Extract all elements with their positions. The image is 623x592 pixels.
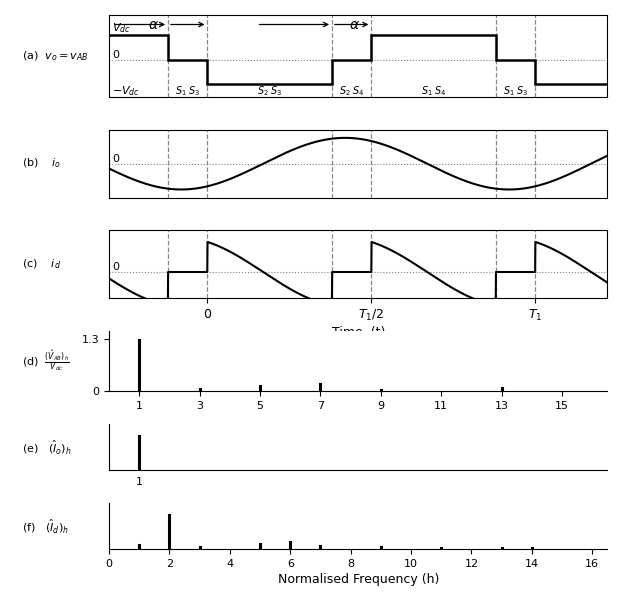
Text: (c)    $i_d$: (c) $i_d$ (22, 258, 61, 271)
X-axis label: Normalised Frequency (h): Normalised Frequency (h) (277, 573, 439, 586)
Text: (e)   $(\hat{I}_o)_h$: (e) $(\hat{I}_o)_h$ (22, 438, 72, 456)
Text: $S_2\;S_4$: $S_2\;S_4$ (339, 84, 364, 98)
Text: $\alpha$: $\alpha$ (148, 18, 159, 31)
Text: $V_{dc}$: $V_{dc}$ (112, 22, 131, 36)
Text: (a)  $v_o = v_{AB}$: (a) $v_o = v_{AB}$ (22, 49, 88, 63)
Text: 1: 1 (136, 477, 143, 487)
Text: (b)    $i_o$: (b) $i_o$ (22, 157, 61, 170)
Text: $S_1\;S_3$: $S_1\;S_3$ (175, 84, 201, 98)
Text: $S_1\;S_4$: $S_1\;S_4$ (421, 84, 447, 98)
Text: $S_1\;S_3$: $S_1\;S_3$ (503, 84, 528, 98)
Text: $\alpha$: $\alpha$ (350, 18, 361, 31)
Text: (f)   $(\hat{I}_d)_h$: (f) $(\hat{I}_d)_h$ (22, 517, 69, 535)
Text: $-V_{dc}$: $-V_{dc}$ (112, 84, 140, 98)
X-axis label: Time  (t): Time (t) (331, 326, 385, 339)
Text: $S_2\;S_3$: $S_2\;S_3$ (257, 84, 282, 98)
Text: (d)  $\frac{(\hat{V}_{AB})_h}{V_{dc}}$: (d) $\frac{(\hat{V}_{AB})_h}{V_{dc}}$ (22, 349, 70, 374)
Text: 0: 0 (112, 262, 119, 272)
Text: 0: 0 (112, 50, 119, 60)
Text: 0: 0 (112, 154, 119, 163)
